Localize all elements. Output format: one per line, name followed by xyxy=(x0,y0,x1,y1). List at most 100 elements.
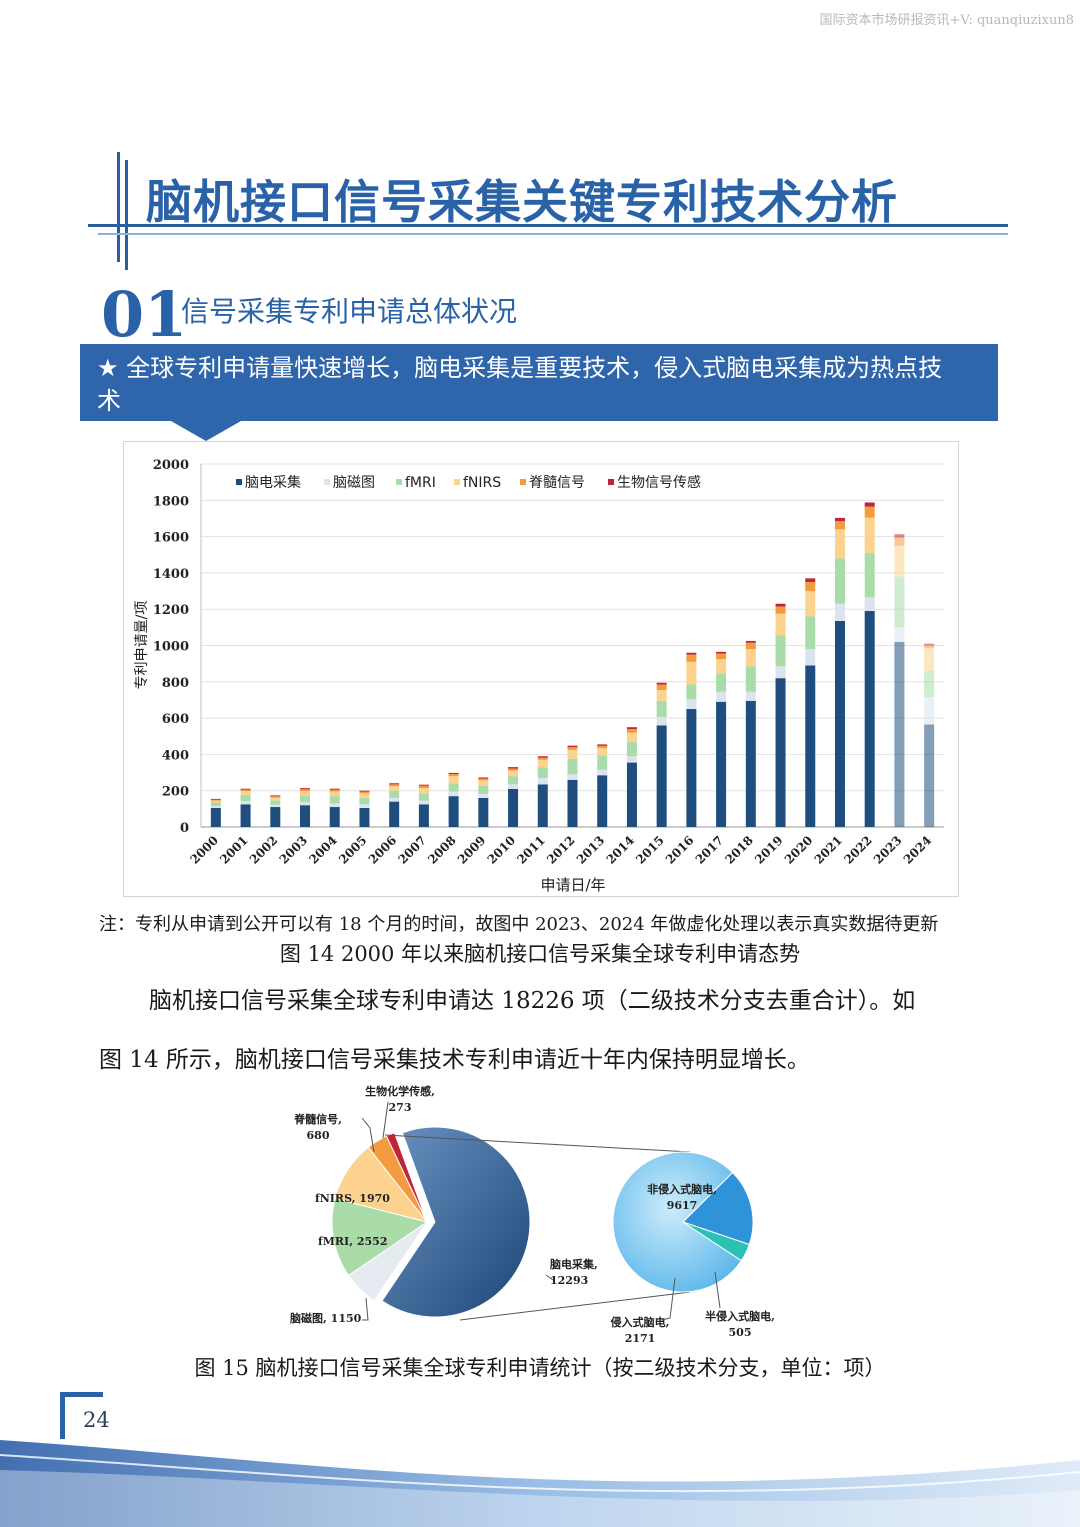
y-tick-label: 800 xyxy=(162,676,189,691)
bar-segment xyxy=(567,779,578,827)
bar-segment xyxy=(924,648,935,671)
bar-segment xyxy=(359,791,370,794)
bar-segment xyxy=(894,545,905,577)
legend-swatch xyxy=(396,479,402,485)
x-tick-label: 2017 xyxy=(693,833,727,867)
x-axis-title: 申请日/年 xyxy=(540,876,605,894)
bar-segment xyxy=(537,777,548,785)
bar-segment xyxy=(359,807,370,827)
bar-segment xyxy=(775,666,786,679)
bar-segment xyxy=(270,804,281,808)
page-title: 脑机接口信号采集关键专利技术分析 xyxy=(146,175,898,229)
bar-segment xyxy=(894,537,905,546)
bar-segment xyxy=(270,800,281,805)
bar-segment xyxy=(270,797,281,801)
banner-line-1: ★ 全球专利申请量快速增长，脑电采集是重要技术，侵入式脑电采集成为热点技 xyxy=(97,354,943,382)
bar-segment xyxy=(597,744,608,746)
bar-segment xyxy=(745,700,756,827)
bar-segment xyxy=(418,793,429,801)
connector-line xyxy=(384,1134,691,1153)
bar-segment xyxy=(329,788,340,790)
bar-segment xyxy=(389,797,400,802)
x-tick-label: 2010 xyxy=(485,833,519,867)
bar-segment xyxy=(478,777,489,779)
bar-segment xyxy=(478,778,489,781)
x-tick-label: 2000 xyxy=(187,833,221,867)
bar-segment xyxy=(418,784,429,786)
bar-segment xyxy=(508,776,519,785)
x-tick-label: 2021 xyxy=(812,833,846,867)
bar-segment xyxy=(270,807,281,827)
bar-segment xyxy=(240,789,251,792)
bar-segment xyxy=(864,502,875,507)
breakdown-label: 侵入式脑电, xyxy=(610,1315,670,1329)
bar-segment xyxy=(359,804,370,808)
bar-segment xyxy=(210,800,221,803)
bar-segment xyxy=(626,732,637,742)
bar-segment xyxy=(300,801,311,806)
x-tick-label: 2005 xyxy=(336,833,370,867)
bar-segment xyxy=(508,784,519,789)
bar-segment xyxy=(834,517,845,522)
highlight-banner: ★ 全球专利申请量快速增长，脑电采集是重要技术，侵入式脑电采集成为热点技 术 xyxy=(80,344,998,421)
pie-label: 脊髓信号, xyxy=(293,1112,342,1126)
bar-segment xyxy=(864,597,875,612)
bar-segment xyxy=(656,682,667,685)
bar-segment xyxy=(210,806,221,808)
bar-segment xyxy=(300,789,311,792)
bar-segment xyxy=(389,801,400,827)
bar-segment xyxy=(537,756,548,758)
bar-segment xyxy=(626,756,637,763)
bar-segment xyxy=(656,725,667,827)
bar-segment xyxy=(716,651,727,654)
bar-segment xyxy=(300,788,311,790)
bar-segment xyxy=(834,521,845,530)
x-tick-label: 2009 xyxy=(455,833,489,867)
bar-segment xyxy=(716,673,727,692)
bar-segment xyxy=(745,649,756,667)
bar-segment xyxy=(745,666,756,692)
bar-segment xyxy=(567,747,578,750)
page-number: 24 xyxy=(83,1408,110,1432)
footer-decoration xyxy=(0,1440,1080,1527)
bar-segment xyxy=(359,790,370,792)
watermark-text: 国际资本市场研报资讯+V: quanqiuzixun8 xyxy=(819,13,1074,28)
x-tick-label: 2024 xyxy=(901,833,935,867)
breakdown-slice xyxy=(682,1221,750,1262)
bar-segment xyxy=(270,796,281,798)
y-tick-label: 2000 xyxy=(153,458,189,473)
connector-line xyxy=(459,1291,691,1321)
leader-line xyxy=(382,1101,389,1139)
x-tick-label: 2013 xyxy=(574,833,608,867)
bar-segment xyxy=(210,798,221,800)
bar-segment xyxy=(924,645,935,649)
pie-label: 脑磁图, 1150 xyxy=(290,1311,362,1325)
bar-segment xyxy=(448,783,459,792)
bar-segment xyxy=(508,770,519,777)
figure-15-caption: 图 15 脑机接口信号采集全球专利申请统计（按二级技术分支，单位：项） xyxy=(194,1356,886,1380)
bar-segment xyxy=(448,772,459,775)
bar-segment xyxy=(834,620,845,827)
legend-label: fNIRS xyxy=(463,475,501,491)
bar-segment xyxy=(924,724,935,827)
bar-segment xyxy=(775,606,786,614)
legend-swatch xyxy=(520,479,526,485)
bar-segment xyxy=(775,635,786,667)
bar-segment xyxy=(775,613,786,636)
bar-segment xyxy=(389,784,400,787)
pie-label: 脑电采集, xyxy=(550,1257,598,1271)
x-tick-label: 2003 xyxy=(277,833,311,867)
page-corner-mark xyxy=(60,1392,103,1439)
bar-chart: 0200400600800100012001400160018002000200… xyxy=(134,458,944,894)
bar-segment xyxy=(597,769,608,776)
y-tick-label: 1400 xyxy=(153,567,189,582)
figure-14-caption: 图 14 2000 年以来脑机接口信号采集全球专利申请态势 xyxy=(279,942,801,966)
pie-label: 12293 xyxy=(550,1274,588,1287)
leader-line xyxy=(361,1117,375,1153)
bar-segment xyxy=(834,558,845,604)
bar-segment xyxy=(597,748,608,756)
bar-segment xyxy=(567,749,578,759)
bar-segment xyxy=(805,616,816,650)
bar-segment xyxy=(656,684,667,690)
leader-line xyxy=(362,1297,369,1321)
